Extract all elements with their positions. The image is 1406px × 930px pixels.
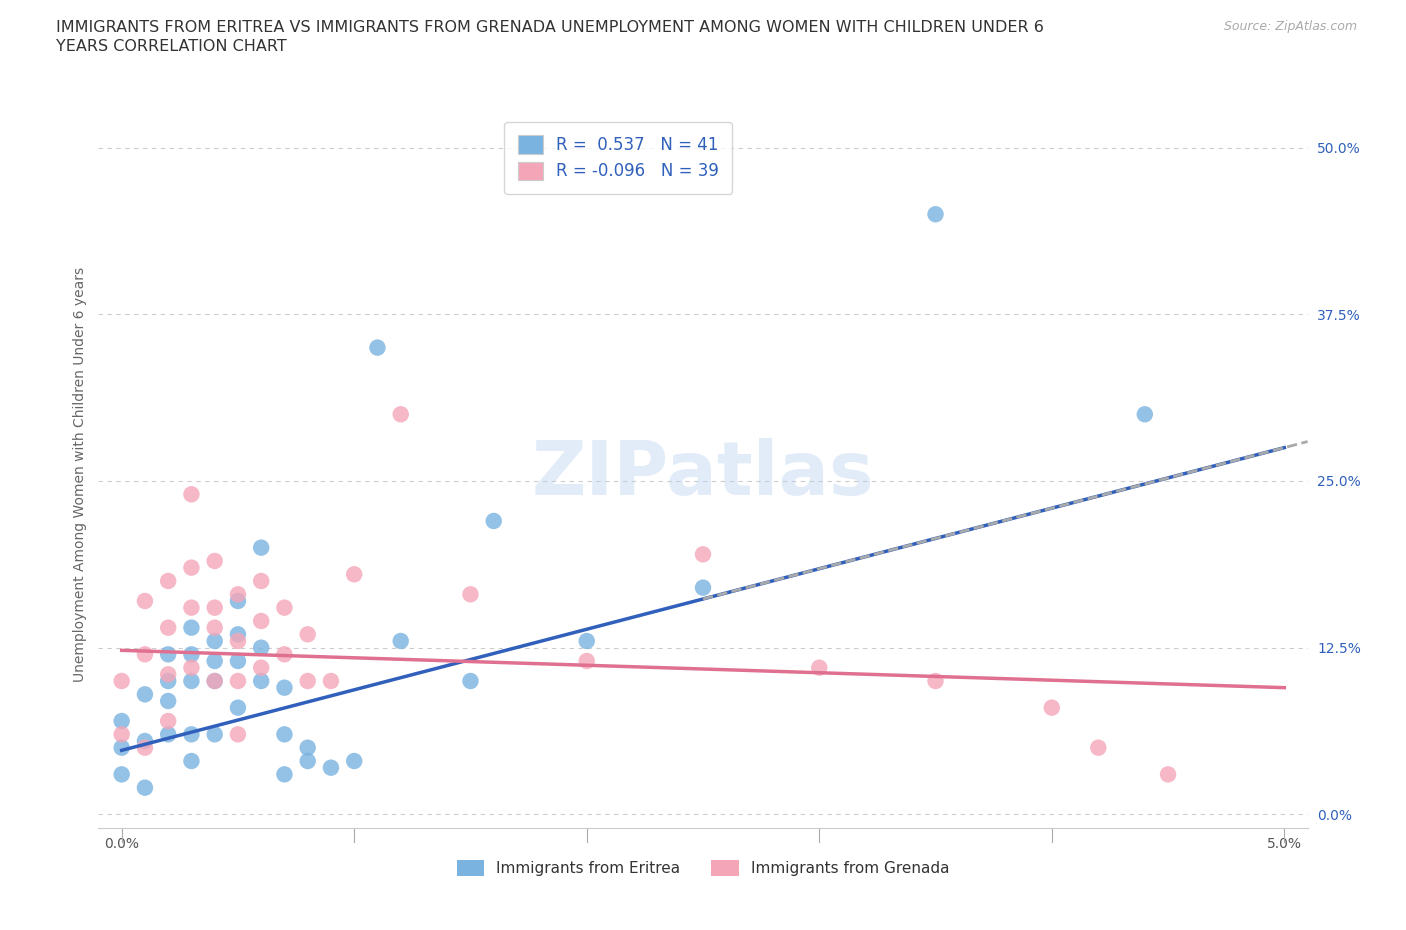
- Point: [460, 587, 482, 602]
- Point: [692, 580, 714, 595]
- Point: [273, 727, 295, 742]
- Point: [250, 614, 273, 629]
- Point: [575, 633, 598, 648]
- Point: [134, 687, 156, 702]
- Point: [297, 753, 319, 768]
- Point: [808, 660, 831, 675]
- Point: [226, 633, 249, 648]
- Point: [924, 206, 946, 221]
- Point: [204, 553, 226, 568]
- Point: [204, 620, 226, 635]
- Point: [204, 673, 226, 688]
- Text: YEARS CORRELATION CHART: YEARS CORRELATION CHART: [56, 39, 287, 54]
- Point: [1040, 700, 1063, 715]
- Point: [134, 593, 156, 608]
- Point: [180, 727, 202, 742]
- Point: [134, 647, 156, 662]
- Point: [157, 694, 180, 709]
- Point: [343, 567, 366, 582]
- Point: [180, 660, 202, 675]
- Point: [273, 680, 295, 695]
- Point: [319, 760, 342, 775]
- Point: [1087, 740, 1109, 755]
- Point: [157, 574, 180, 589]
- Point: [226, 593, 249, 608]
- Point: [157, 727, 180, 742]
- Point: [297, 673, 319, 688]
- Point: [273, 767, 295, 782]
- Point: [134, 740, 156, 755]
- Point: [157, 647, 180, 662]
- Point: [482, 513, 505, 528]
- Point: [273, 600, 295, 615]
- Point: [111, 713, 134, 728]
- Point: [1157, 767, 1180, 782]
- Point: [297, 627, 319, 642]
- Y-axis label: Unemployment Among Women with Children Under 6 years: Unemployment Among Women with Children U…: [73, 267, 87, 682]
- Point: [111, 727, 134, 742]
- Point: [157, 667, 180, 682]
- Point: [692, 547, 714, 562]
- Point: [250, 660, 273, 675]
- Point: [273, 647, 295, 662]
- Point: [366, 340, 388, 355]
- Point: [389, 406, 412, 421]
- Point: [250, 574, 273, 589]
- Point: [226, 587, 249, 602]
- Point: [111, 673, 134, 688]
- Point: [180, 560, 202, 575]
- Point: [319, 673, 342, 688]
- Point: [180, 620, 202, 635]
- Point: [250, 540, 273, 555]
- Point: [204, 727, 226, 742]
- Point: [204, 633, 226, 648]
- Point: [157, 673, 180, 688]
- Text: ZIPatlas: ZIPatlas: [531, 438, 875, 511]
- Point: [575, 654, 598, 669]
- Point: [180, 600, 202, 615]
- Point: [157, 620, 180, 635]
- Point: [343, 753, 366, 768]
- Point: [1133, 406, 1156, 421]
- Point: [180, 647, 202, 662]
- Point: [180, 487, 202, 502]
- Point: [250, 673, 273, 688]
- Point: [226, 654, 249, 669]
- Point: [157, 713, 180, 728]
- Point: [180, 673, 202, 688]
- Point: [297, 740, 319, 755]
- Point: [204, 600, 226, 615]
- Point: [924, 673, 946, 688]
- Point: [250, 640, 273, 655]
- Point: [204, 673, 226, 688]
- Text: Source: ZipAtlas.com: Source: ZipAtlas.com: [1223, 20, 1357, 33]
- Point: [226, 673, 249, 688]
- Point: [111, 767, 134, 782]
- Text: IMMIGRANTS FROM ERITREA VS IMMIGRANTS FROM GRENADA UNEMPLOYMENT AMONG WOMEN WITH: IMMIGRANTS FROM ERITREA VS IMMIGRANTS FR…: [56, 20, 1045, 35]
- Point: [226, 627, 249, 642]
- Point: [226, 727, 249, 742]
- Point: [134, 734, 156, 749]
- Legend: Immigrants from Eritrea, Immigrants from Grenada: Immigrants from Eritrea, Immigrants from…: [449, 853, 957, 884]
- Point: [180, 753, 202, 768]
- Point: [204, 654, 226, 669]
- Point: [389, 633, 412, 648]
- Point: [460, 673, 482, 688]
- Point: [111, 740, 134, 755]
- Point: [226, 700, 249, 715]
- Point: [134, 780, 156, 795]
